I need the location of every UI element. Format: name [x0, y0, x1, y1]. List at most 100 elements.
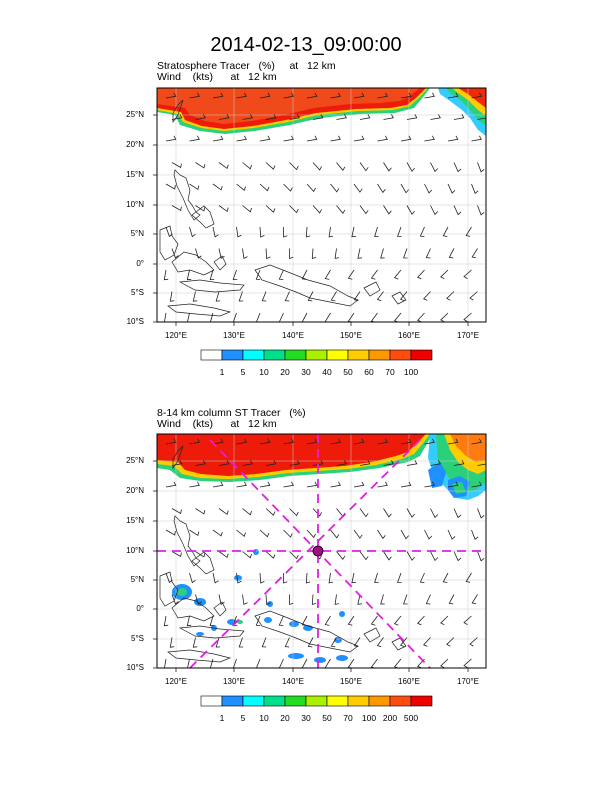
wind-barb — [265, 508, 276, 516]
wind-barb — [212, 529, 223, 537]
wind-barb — [242, 594, 248, 606]
wind-barb — [305, 226, 311, 238]
panel2-colorbar-label: 100 — [361, 713, 377, 723]
wind-barb — [171, 551, 182, 558]
wind-barb — [383, 162, 392, 172]
wind-barb — [218, 114, 230, 120]
wind-barb — [393, 269, 402, 280]
wind-barb — [255, 658, 261, 668]
wind-barb — [453, 162, 462, 173]
wind-barb — [171, 248, 179, 259]
wind-barb — [440, 615, 449, 626]
wind-barb — [471, 481, 482, 488]
wind-barb — [218, 460, 230, 466]
wind-barb — [289, 162, 299, 171]
wind-barb — [353, 183, 363, 193]
wind-barb — [336, 460, 347, 466]
wind-barb — [446, 637, 455, 647]
wind-barb — [307, 637, 314, 648]
wind-barb — [189, 529, 200, 537]
wind-barb — [477, 551, 485, 562]
wind-barb — [259, 183, 270, 192]
wind-barb — [165, 529, 176, 536]
wind-barb — [393, 615, 402, 626]
wind-barb — [430, 162, 439, 173]
wind-barb — [477, 162, 485, 173]
wind-barb — [359, 114, 371, 120]
wind-barb — [259, 135, 271, 142]
panel2-coastlines — [159, 445, 407, 663]
wind-barb — [447, 438, 459, 445]
wind-barb — [301, 615, 308, 626]
wind-barb — [330, 637, 337, 648]
wind-barb — [440, 269, 449, 280]
panel1-colorbar-label: 5 — [240, 367, 246, 377]
wind-barb — [425, 594, 431, 605]
colorbar-swatch — [242, 695, 265, 707]
wind-barb — [242, 508, 252, 516]
wind-barb — [165, 135, 177, 142]
wind-barb — [242, 460, 253, 466]
wind-barb — [289, 114, 300, 120]
wind-barb — [306, 135, 318, 142]
wind-barb — [430, 114, 441, 120]
wind-barb — [187, 312, 192, 322]
wind-barb — [330, 291, 337, 302]
wind-barb — [453, 205, 462, 216]
wind-barb — [164, 312, 169, 322]
wind-barb — [330, 438, 341, 445]
wind-barb — [430, 508, 439, 519]
panel1-ticks — [153, 114, 469, 326]
panel2-lat-label: 5°N — [130, 575, 144, 584]
wind-barb — [359, 460, 371, 466]
wind-barb — [284, 291, 290, 302]
main-title: 2014-02-13_09:00:00 — [210, 34, 402, 56]
wind-barb — [289, 551, 299, 560]
wind-barb — [447, 481, 459, 488]
wind-barb — [265, 205, 276, 213]
wind-barb — [236, 92, 247, 99]
wind-barb — [171, 594, 179, 605]
wind-barb — [189, 226, 196, 238]
panel1-lat-label: 25°N — [126, 110, 144, 119]
colorbar-swatch — [410, 695, 433, 707]
wind-barb — [471, 529, 479, 540]
wind-barb — [186, 615, 192, 627]
wind-barb — [417, 615, 425, 626]
wind-barb — [169, 637, 175, 648]
wind-barb — [312, 114, 324, 120]
wind-barb — [186, 269, 192, 281]
colorbar-swatch — [389, 695, 412, 707]
wind-barb — [312, 205, 322, 214]
wind-barb — [189, 438, 200, 445]
wind-barb — [453, 114, 465, 120]
panel1-lat-label: 10°S — [126, 317, 144, 326]
wind-barb — [301, 269, 308, 280]
wind-barb — [259, 481, 271, 488]
wind-barb — [463, 312, 472, 322]
panel2-colorbar-label: 70 — [343, 713, 353, 723]
colorbar-swatch — [389, 349, 412, 361]
wind-barb — [336, 551, 346, 560]
colorbar-swatch — [368, 695, 391, 707]
wind-barb — [383, 114, 394, 120]
wind-barb — [209, 615, 215, 627]
wind-barb — [447, 92, 459, 99]
wind-barb — [232, 312, 237, 322]
wind-barb — [400, 481, 412, 488]
wind-barb — [218, 594, 225, 605]
wind-barb — [380, 594, 385, 605]
wind-barb — [330, 183, 340, 193]
wind-barb — [283, 183, 293, 192]
panel1-lon-label: 150°E — [340, 331, 362, 340]
wind-barb — [218, 508, 229, 516]
wind-barb — [471, 438, 482, 445]
wind-barb — [289, 508, 299, 517]
wind-barb — [463, 269, 472, 279]
panel1-lon-label: 130°E — [223, 331, 245, 340]
panel2-lon-label: 130°E — [223, 677, 245, 686]
wind-barb — [305, 572, 311, 584]
panel1-subtitle-wind: Wind (kts) at 12 km — [157, 71, 277, 83]
panel1-colorbar-label: 50 — [343, 367, 353, 377]
wind-barb — [242, 114, 253, 120]
